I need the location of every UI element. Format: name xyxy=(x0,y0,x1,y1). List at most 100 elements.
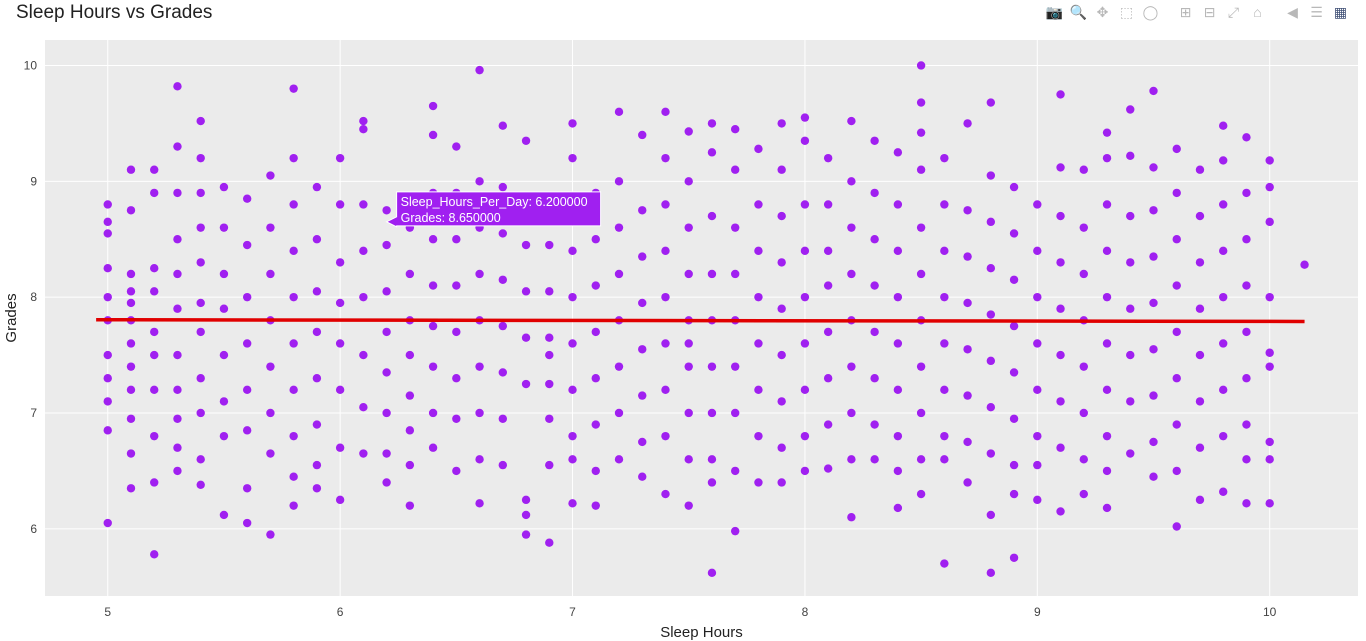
data-point[interactable] xyxy=(126,269,136,279)
data-point[interactable] xyxy=(614,455,624,464)
data-point[interactable] xyxy=(242,240,252,250)
data-point[interactable] xyxy=(847,455,856,464)
data-point[interactable] xyxy=(452,466,461,476)
data-point[interactable] xyxy=(730,408,740,418)
data-point[interactable] xyxy=(150,188,159,198)
data-point[interactable] xyxy=(1126,105,1135,114)
data-point[interactable] xyxy=(707,478,717,487)
data-point[interactable] xyxy=(730,269,740,279)
data-point[interactable] xyxy=(1033,385,1042,395)
data-point[interactable] xyxy=(1265,156,1274,165)
data-point[interactable] xyxy=(382,408,391,418)
data-point[interactable] xyxy=(940,153,949,163)
data-point[interactable] xyxy=(428,130,438,140)
data-point[interactable] xyxy=(1126,211,1135,221)
data-point[interactable] xyxy=(1265,348,1274,357)
data-point[interactable] xyxy=(1102,339,1112,348)
data-point[interactable] xyxy=(196,116,205,126)
data-point[interactable] xyxy=(1195,258,1205,267)
data-point[interactable] xyxy=(847,223,856,232)
data-point[interactable] xyxy=(405,391,415,400)
data-point[interactable] xyxy=(1056,211,1065,221)
plotly-logo-icon[interactable]: ▦ xyxy=(1333,3,1348,20)
data-point[interactable] xyxy=(289,292,298,302)
data-point[interactable] xyxy=(335,200,345,209)
data-point[interactable] xyxy=(823,153,833,163)
data-point[interactable] xyxy=(638,391,647,400)
data-point[interactable] xyxy=(405,350,415,360)
data-point[interactable] xyxy=(661,385,670,395)
data-point[interactable] xyxy=(126,414,136,423)
data-point[interactable] xyxy=(266,449,275,458)
data-point[interactable] xyxy=(150,263,159,273)
data-point[interactable] xyxy=(777,397,786,406)
data-point[interactable] xyxy=(800,113,810,122)
data-point[interactable] xyxy=(1056,304,1065,313)
data-point[interactable] xyxy=(614,408,624,418)
data-point[interactable] xyxy=(986,310,996,319)
data-point[interactable] xyxy=(568,455,577,464)
data-point[interactable] xyxy=(1242,281,1251,290)
data-point[interactable] xyxy=(1102,431,1112,441)
data-point[interactable] xyxy=(870,455,879,464)
data-point[interactable] xyxy=(242,385,252,395)
data-point[interactable] xyxy=(730,466,740,476)
data-point[interactable] xyxy=(1126,350,1135,360)
data-point[interactable] xyxy=(498,229,508,238)
data-point[interactable] xyxy=(173,466,182,476)
data-point[interactable] xyxy=(568,119,577,128)
data-point[interactable] xyxy=(103,350,112,360)
data-point[interactable] xyxy=(638,206,647,215)
data-point[interactable] xyxy=(521,495,531,505)
data-point[interactable] xyxy=(266,269,275,279)
data-point[interactable] xyxy=(730,526,740,536)
data-point[interactable] xyxy=(823,200,833,209)
data-point[interactable] xyxy=(242,339,252,348)
data-point[interactable] xyxy=(312,287,322,296)
data-point[interactable] xyxy=(1149,472,1158,481)
data-point[interactable] xyxy=(475,499,484,508)
data-point[interactable] xyxy=(800,339,810,348)
data-point[interactable] xyxy=(1195,397,1205,406)
data-point[interactable] xyxy=(242,518,252,528)
data-point[interactable] xyxy=(893,503,903,513)
data-point[interactable] xyxy=(754,339,763,348)
data-point[interactable] xyxy=(568,385,577,395)
autoscale-icon[interactable]: ⤢ xyxy=(1227,3,1240,20)
data-point[interactable] xyxy=(1219,431,1228,441)
data-point[interactable] xyxy=(498,275,508,284)
data-point[interactable] xyxy=(1056,90,1065,99)
data-point[interactable] xyxy=(521,510,531,520)
data-point[interactable] xyxy=(1033,292,1042,302)
data-point[interactable] xyxy=(1219,156,1228,165)
data-point[interactable] xyxy=(242,194,252,203)
data-point[interactable] xyxy=(1102,200,1112,209)
data-point[interactable] xyxy=(219,223,229,232)
data-point[interactable] xyxy=(196,374,205,383)
data-point[interactable] xyxy=(312,460,322,470)
data-point[interactable] xyxy=(1079,489,1088,499)
data-point[interactable] xyxy=(196,455,205,464)
data-point[interactable] xyxy=(963,119,972,128)
data-point[interactable] xyxy=(963,252,972,261)
data-point[interactable] xyxy=(1079,165,1088,174)
data-point[interactable] xyxy=(289,472,298,481)
data-point[interactable] xyxy=(545,287,554,296)
data-point[interactable] xyxy=(1126,258,1135,267)
data-point[interactable] xyxy=(1056,397,1065,406)
data-point[interactable] xyxy=(963,206,972,215)
data-point[interactable] xyxy=(359,200,368,209)
data-point[interactable] xyxy=(359,292,368,302)
data-point[interactable] xyxy=(614,269,624,279)
data-point[interactable] xyxy=(196,298,205,308)
data-point[interactable] xyxy=(382,478,391,487)
data-point[interactable] xyxy=(382,327,391,337)
data-point[interactable] xyxy=(1009,368,1019,377)
data-point[interactable] xyxy=(1219,246,1228,256)
data-point[interactable] xyxy=(150,165,159,174)
data-point[interactable] xyxy=(452,142,461,151)
data-point[interactable] xyxy=(1265,455,1274,464)
data-point[interactable] xyxy=(638,472,647,481)
data-point[interactable] xyxy=(916,362,926,371)
data-point[interactable] xyxy=(777,304,786,313)
